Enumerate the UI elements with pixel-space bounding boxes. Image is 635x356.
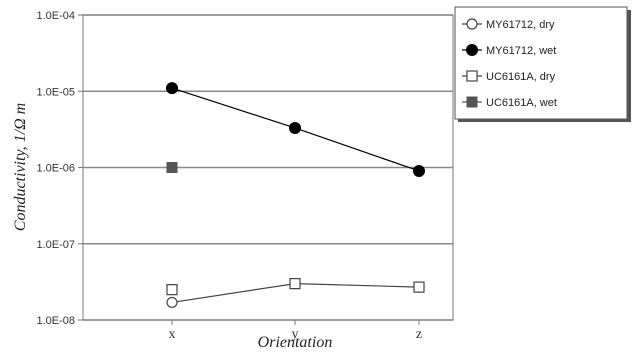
legend-marker <box>466 70 478 82</box>
series-markers <box>166 82 425 309</box>
y-axis-title: Conductivity, 1/Ω m <box>12 103 29 231</box>
legend-marker <box>466 44 478 56</box>
data-point-series-3 <box>289 278 301 290</box>
legend-entry: UC6161A, dry <box>462 70 556 83</box>
grid-layer <box>78 14 453 321</box>
data-point-series-2 <box>413 164 425 177</box>
x-tick-label: y <box>292 327 299 342</box>
data-point-series-4 <box>166 162 178 173</box>
y-tick-labels: 1.0E-04 1.0E-05 1.0E-06 1.0E-07 1.0E-08 <box>36 10 75 327</box>
series-lines <box>171 87 420 304</box>
plot-area-frame <box>82 14 454 321</box>
legend: MY61712, dry MY61712, wet UC6161A, dry UC61… <box>454 6 631 122</box>
x-axis-title: Orientation <box>258 334 333 351</box>
legend-marker <box>466 18 478 30</box>
legend-marker <box>466 96 478 108</box>
legend-label: MY61712, wet <box>486 45 556 57</box>
legend-entry: MY61712, wet <box>462 44 556 57</box>
legend-entry: UC6161A, wet <box>462 96 557 109</box>
data-point-series-2 <box>289 121 301 134</box>
data-point-series-3 <box>166 284 178 296</box>
data-point-series-1 <box>166 296 178 309</box>
x-tick-label: z <box>416 327 422 342</box>
x-tick-label: x <box>169 327 176 342</box>
legend-label: UC6161A, dry <box>486 71 556 83</box>
legend-entry: MY61712, dry <box>462 18 555 31</box>
y-tick-label: 1.0E-08 <box>36 315 75 327</box>
legend-box <box>454 6 628 120</box>
legend-entries: MY61712, dry MY61712, wet UC6161A, dry UC61… <box>462 18 557 109</box>
y-tick-label: 1.0E-06 <box>36 163 75 175</box>
data-point-series-2 <box>166 82 178 95</box>
x-tick-labels: x y z <box>169 320 422 342</box>
y-tick-label: 1.0E-07 <box>36 239 75 251</box>
legend-label: UC6161A, wet <box>486 97 557 109</box>
data-point-series-3 <box>413 281 425 293</box>
y-tick-label: 1.0E-05 <box>36 86 75 98</box>
y-tick-label: 1.0E-04 <box>36 10 75 22</box>
legend-label: MY61712, dry <box>486 19 555 31</box>
